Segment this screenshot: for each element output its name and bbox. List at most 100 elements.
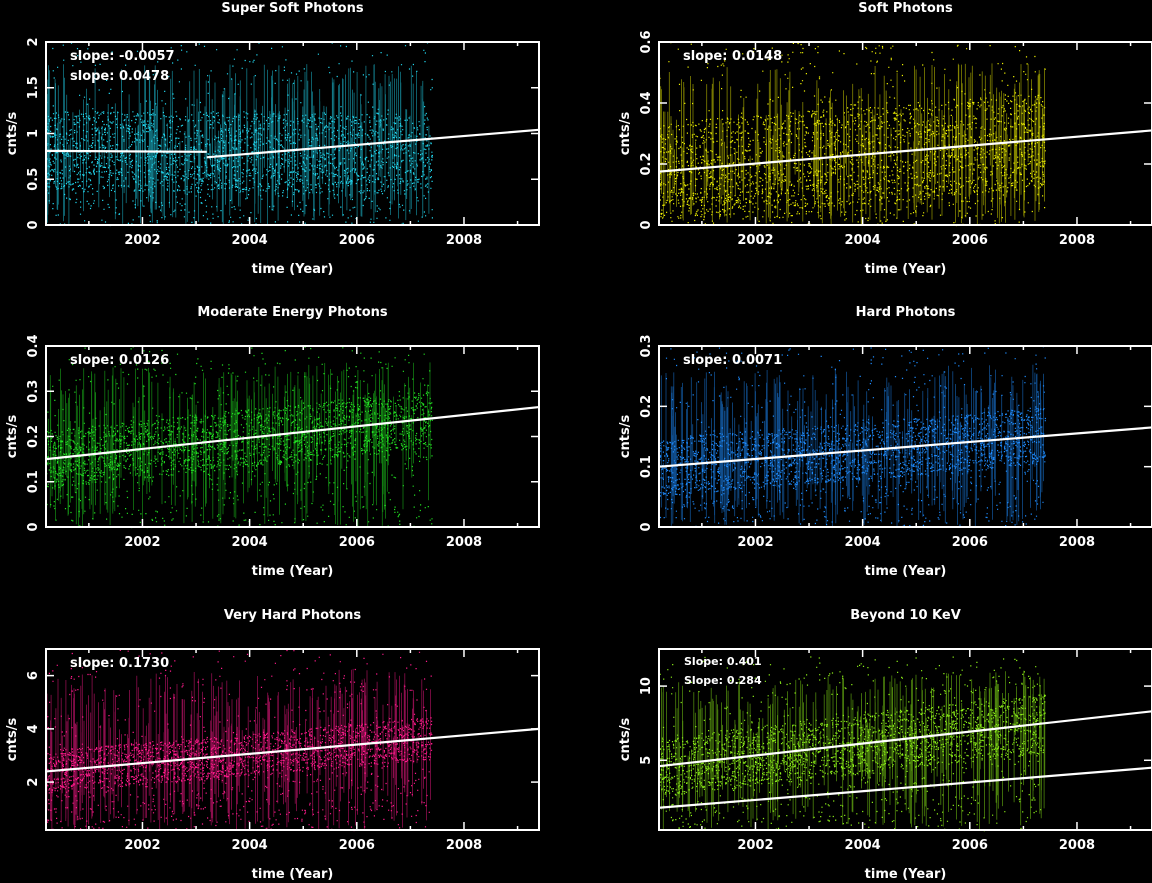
y-tick-label: 4	[26, 724, 41, 733]
y-tick-label: 0.1	[26, 470, 41, 493]
y-tick-label: 1.5	[26, 76, 41, 99]
point-streaks	[659, 364, 1044, 527]
x-axis: 2002 2004 2006 2008	[88, 649, 519, 853]
x-tick-label: 2004	[845, 838, 881, 853]
fit-line-1	[45, 405, 540, 461]
point-streaks	[46, 362, 431, 527]
chart-title: Moderate Energy Photons	[197, 305, 388, 320]
chart-title: Beyond 10 KeV	[850, 608, 961, 623]
panel-3: 2002 2004 2006 2008 0 0.1 0.2 0.3 0.4 Moderate En…	[5, 305, 540, 579]
y-tick-label: 10	[639, 677, 654, 695]
x-tick-label: 2004	[232, 838, 268, 853]
fit-line-1	[45, 727, 540, 773]
y-tick-label: 0.2	[26, 425, 41, 448]
x-axis: 2002 2004 2006 2008	[701, 346, 1132, 550]
y-tick-label: 0.5	[26, 168, 41, 191]
panel-5: 2002 2004 2006 2008 2 4 6 Very Hard Photons time…	[5, 608, 540, 882]
x-tick-label: 2006	[339, 233, 375, 248]
slope-annotation: Slope: 0.401	[684, 655, 762, 668]
plot-frame	[45, 648, 540, 831]
x-axis-label: time (Year)	[865, 262, 947, 277]
y-tick-label: 5	[639, 756, 654, 765]
data-points	[658, 656, 1046, 832]
x-tick-label: 2004	[232, 233, 268, 248]
chart-title: Hard Photons	[856, 305, 956, 320]
x-tick-label: 2004	[232, 535, 268, 550]
y-axis-label: cnts/s	[5, 718, 20, 762]
y-tick-label: 2	[26, 37, 41, 46]
chart-title: Super Soft Photons	[221, 1, 363, 16]
y-tick-label: 0	[639, 220, 654, 229]
panel-1: 2002 2004 2006 2008 0 0.5 1 1.5 2 Super Soft Phot…	[5, 1, 540, 277]
slope-annotation: slope: 0.0478	[70, 69, 169, 84]
fit-line-1	[658, 129, 1152, 173]
x-tick-label: 2008	[446, 838, 482, 853]
data-points	[659, 346, 1046, 529]
x-tick-label: 2002	[124, 233, 160, 248]
x-axis-label: time (Year)	[252, 262, 334, 277]
x-tick-label: 2006	[339, 535, 375, 550]
x-tick-label: 2002	[737, 535, 773, 550]
x-tick-label: 2008	[1059, 535, 1095, 550]
y-tick-label: 2	[26, 778, 41, 787]
data-points	[46, 346, 433, 529]
slope-annotation: slope: -0.0057	[70, 49, 175, 64]
panel-4: 2002 2004 2006 2008 0 0.1 0.2 0.3 Hard Photons ti…	[618, 305, 1152, 579]
y-tick-label: 0	[26, 522, 41, 531]
slope-annotation: slope: 0.0148	[683, 49, 782, 64]
y-tick-label: 0.6	[639, 30, 654, 53]
y-axis: 5 10	[639, 677, 1152, 765]
point-streaks	[46, 668, 431, 830]
x-axis-label: time (Year)	[865, 564, 947, 579]
plot-frame	[658, 648, 1152, 831]
x-tick-label: 2002	[737, 233, 773, 248]
x-tick-label: 2008	[1059, 233, 1095, 248]
fit-line-1	[658, 426, 1152, 468]
y-tick-label: 0.2	[639, 395, 654, 418]
point-cloud	[46, 649, 433, 832]
x-tick-label: 2002	[737, 838, 773, 853]
chart-title: Soft Photons	[858, 1, 953, 16]
y-tick-label: 6	[26, 671, 41, 680]
y-axis: 0 0.1 0.2 0.3	[639, 334, 1152, 532]
data-points	[658, 42, 1046, 227]
y-tick-label: 0.3	[26, 380, 41, 403]
x-tick-label: 2008	[1059, 838, 1095, 853]
slope-annotation: slope: 0.0071	[683, 353, 782, 368]
slope-annotation: slope: 0.1730	[70, 656, 169, 671]
y-tick-label: 0	[639, 522, 654, 531]
y-axis-label: cnts/s	[618, 718, 633, 762]
y-tick-label: 0.3	[639, 334, 654, 357]
point-cloud	[46, 42, 433, 227]
y-tick-label: 0	[26, 220, 41, 229]
x-axis: 2002 2004 2006 2008	[701, 42, 1132, 248]
x-axis: 2002 2004 2006 2008	[701, 649, 1132, 853]
data-points	[45, 42, 433, 227]
point-streaks	[45, 64, 430, 225]
x-tick-label: 2008	[446, 535, 482, 550]
x-axis-label: time (Year)	[252, 867, 334, 882]
x-axis-label: time (Year)	[252, 564, 334, 579]
x-tick-label: 2006	[952, 535, 988, 550]
y-tick-label: 0.4	[26, 334, 41, 357]
plot-frame	[658, 345, 1152, 528]
x-tick-label: 2006	[952, 233, 988, 248]
slope-annotation: Slope: 0.284	[684, 674, 762, 687]
y-axis-label: cnts/s	[618, 112, 633, 156]
y-axis: 0 0.2 0.4 0.6	[639, 30, 1152, 230]
plot-frame	[658, 41, 1152, 226]
y-tick-label: 0.4	[639, 91, 654, 114]
y-axis: 0 0.5 1 1.5 2	[26, 37, 539, 230]
x-axis-label: time (Year)	[865, 867, 947, 882]
x-axis: 2002 2004 2006 2008	[88, 42, 519, 248]
point-streaks	[658, 63, 1045, 225]
y-tick-label: 1	[26, 129, 41, 138]
data-points	[46, 649, 433, 832]
x-tick-label: 2002	[124, 535, 160, 550]
x-tick-label: 2006	[339, 838, 375, 853]
panel-2: 2002 2004 2006 2008 0 0.2 0.4 0.6 Soft Photons ti…	[618, 1, 1152, 277]
slope-annotation: slope: 0.0126	[70, 353, 169, 368]
x-tick-label: 2004	[845, 233, 881, 248]
chart-title: Very Hard Photons	[224, 608, 362, 623]
